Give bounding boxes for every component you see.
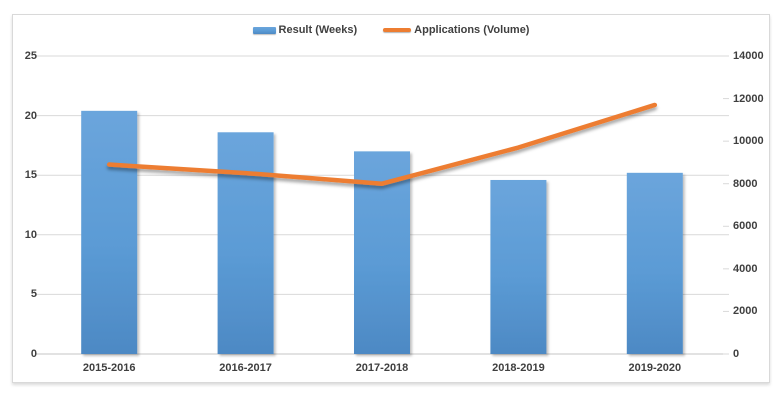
y-axis-left-tick-25: 25 xyxy=(24,50,37,62)
x-axis-label-2017-2018: 2017-2018 xyxy=(355,362,409,374)
chart-frame: Result (Weeks) Applications (Volume) 0 5 1… xyxy=(12,14,770,383)
y-axis-right-tick-4000: 4000 xyxy=(733,262,758,275)
x-axis-label-2016-2017: 2016-2017 xyxy=(219,362,272,374)
legend-item-result-weeks: Result (Weeks) xyxy=(252,24,358,36)
legend-line-marker-icon xyxy=(383,28,412,32)
legend-item-applications-volume: Applications (Volume) xyxy=(383,24,529,36)
legend-label-applications-volume: Applications (Volume) xyxy=(414,24,530,36)
x-axis-label-2018-2019: 2018-2019 xyxy=(492,362,545,374)
y-axis-left-tick-5: 5 xyxy=(30,288,37,301)
legend-label-result-weeks: Result (Weeks) xyxy=(278,24,358,36)
y-axis-left-tick-20: 20 xyxy=(24,109,37,122)
y-axis-right-tick-8000: 8000 xyxy=(733,177,758,190)
bar-2016-2017 xyxy=(217,132,274,354)
y-axis-left-tick-0: 0 xyxy=(30,348,37,360)
x-axis-label-2019-2020: 2019-2020 xyxy=(628,362,682,374)
y-axis-right-tick-6000: 6000 xyxy=(733,220,758,233)
y-axis-right-tick-14000: 14000 xyxy=(733,50,764,62)
y-axis-right-tick-2000: 2000 xyxy=(733,305,758,318)
bar-2019-2020 xyxy=(626,172,683,354)
y-axis-right-tick-10000: 10000 xyxy=(733,135,764,148)
x-axis-label-2015-2016: 2015-2016 xyxy=(82,362,136,374)
legend: Result (Weeks) Applications (Volume) xyxy=(13,24,769,36)
y-axis-right-tick-0: 0 xyxy=(733,348,740,360)
y-axis-left-tick-15: 15 xyxy=(24,169,37,182)
bar-2015-2016 xyxy=(81,110,138,354)
y-axis-right-tick-12000: 12000 xyxy=(733,92,764,105)
y-axis-left-tick-10: 10 xyxy=(24,228,37,241)
applications-volume-line xyxy=(106,102,658,186)
plot-area xyxy=(35,55,729,355)
bar-2018-2019 xyxy=(490,179,547,354)
legend-bar-marker-icon xyxy=(252,26,276,34)
